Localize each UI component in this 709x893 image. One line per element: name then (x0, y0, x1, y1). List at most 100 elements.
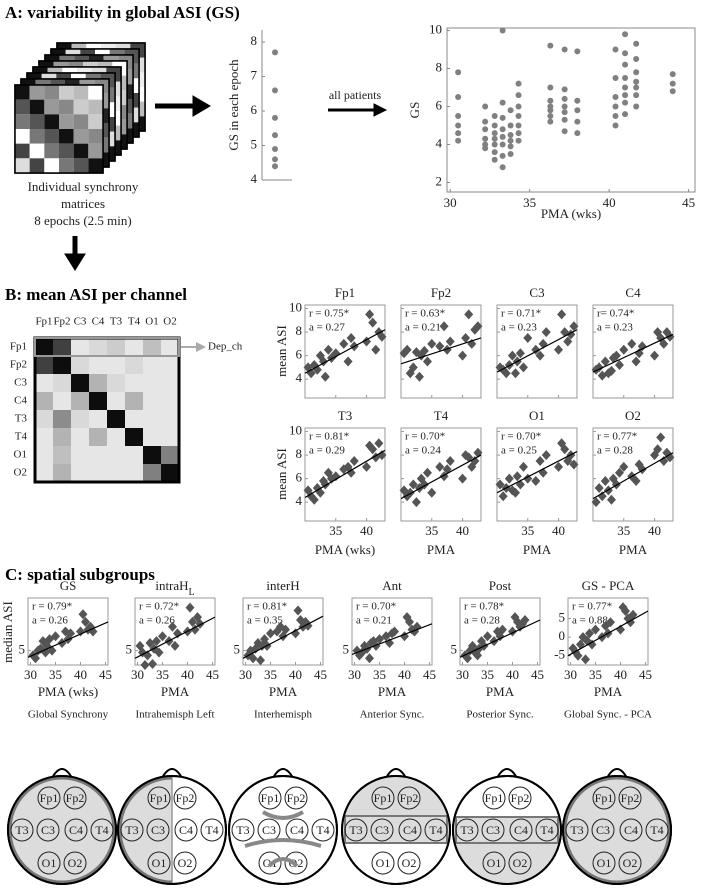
point (491, 156, 498, 163)
r-label: r = 0.78* (464, 601, 504, 613)
point (656, 432, 666, 443)
x-tick-label: 40 (398, 667, 411, 682)
point (402, 344, 412, 355)
matrix-cell (107, 428, 125, 446)
electrode-label: T3 (349, 823, 362, 837)
point (491, 141, 498, 148)
point (622, 74, 629, 81)
matrix-cell (29, 114, 45, 129)
y-tick-label: 8 (251, 33, 258, 48)
point (574, 97, 581, 104)
matrix-cell (143, 428, 161, 446)
point (600, 356, 610, 367)
point (515, 348, 525, 359)
electrode (591, 818, 615, 842)
x-tick-label: 30 (564, 667, 577, 682)
point (272, 145, 278, 152)
region-outline (8, 776, 116, 884)
x-tick-label: 30 (456, 667, 469, 682)
point (190, 624, 200, 635)
point (574, 107, 581, 114)
plot-frame (446, 27, 696, 193)
connection (244, 838, 322, 848)
point (362, 461, 372, 472)
point (591, 497, 601, 508)
x-tick-label: 30 (131, 667, 144, 682)
electrode-label: O2 (68, 856, 83, 870)
y-tick-label: 10 (289, 423, 302, 438)
point (365, 309, 375, 320)
electrode (311, 818, 335, 842)
electrode (482, 786, 506, 810)
panel-title: O1 (529, 408, 545, 423)
a-label: a = 0.23 (501, 322, 537, 334)
matrix-cell (88, 143, 103, 159)
x-tick-label: 40 (456, 523, 469, 538)
point (569, 459, 579, 470)
point (320, 371, 330, 382)
point (518, 362, 528, 373)
a-label: a = 0.25 (501, 445, 537, 457)
point (612, 122, 619, 129)
description: Global Sync. - PCA (564, 709, 652, 721)
point (606, 494, 616, 505)
matrix-cell (125, 374, 143, 392)
point (422, 467, 432, 478)
point (419, 345, 429, 356)
point (547, 118, 554, 125)
matrix-cell (35, 428, 53, 446)
electrode (455, 818, 479, 842)
electrode (63, 786, 87, 810)
point (627, 338, 637, 349)
description: Global Synchrony (28, 709, 109, 721)
point (535, 455, 545, 466)
point (331, 471, 341, 482)
r-label: r = 0.72* (139, 601, 179, 613)
point (659, 338, 669, 349)
matrix-cell (44, 99, 59, 115)
electrode-label: O2 (623, 856, 638, 870)
x-tick-label: 40 (181, 667, 194, 682)
point (665, 452, 675, 463)
point (600, 475, 610, 486)
caption: Individual synchrony (28, 179, 139, 194)
electrode-label: C3 (596, 823, 610, 837)
point (483, 631, 492, 642)
r-label: r= 0.74* (597, 308, 634, 320)
point (442, 344, 452, 355)
point (491, 130, 498, 137)
matrix-cell (15, 99, 30, 115)
head-outline (341, 775, 451, 885)
matrix-cell (125, 464, 143, 482)
point (473, 650, 482, 661)
electrode (10, 818, 34, 842)
connection (261, 810, 305, 820)
a-label: a = 0.28 (464, 615, 500, 627)
electrode (481, 818, 505, 842)
y-axis-label: median ASI (0, 601, 15, 663)
point (507, 122, 514, 129)
panel-title-main: intraH (155, 578, 188, 593)
point (561, 103, 568, 110)
matrix-cell (53, 338, 71, 356)
point (650, 350, 660, 361)
point (547, 84, 554, 91)
matrix-cell (53, 374, 71, 392)
matrix-cell (71, 374, 89, 392)
panel-title: C3 (529, 285, 544, 300)
electrode-label: T4 (316, 823, 329, 837)
r-label: r = 0.77* (572, 601, 612, 613)
electrode (344, 818, 368, 842)
point (57, 637, 67, 648)
point (170, 640, 180, 651)
point (470, 455, 480, 466)
point (541, 450, 551, 461)
electrode (370, 818, 394, 842)
x-tick-label: 35 (523, 195, 536, 210)
arrow-head (192, 95, 211, 117)
matrix-cell (53, 464, 71, 482)
matrix-cell (125, 410, 143, 428)
electrode-label: C4 (290, 823, 304, 837)
electrode-label: C4 (624, 823, 638, 837)
electrode (618, 851, 642, 875)
